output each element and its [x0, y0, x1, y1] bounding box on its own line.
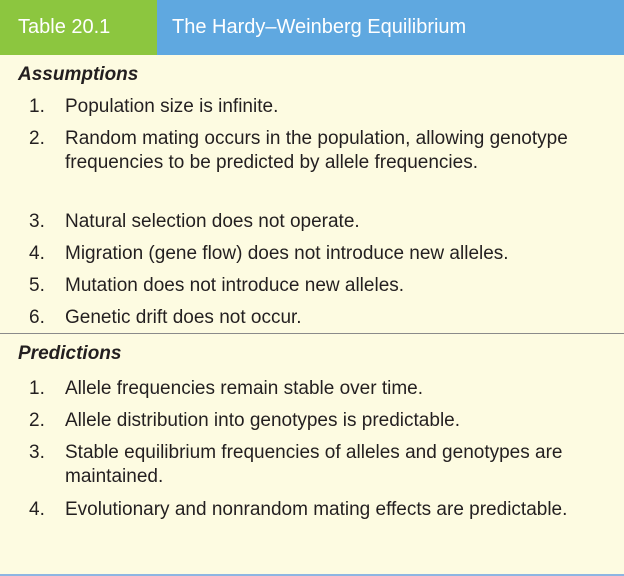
table-title: The Hardy–Weinberg Equilibrium — [157, 0, 624, 55]
item-text: Evolutionary and nonrandom mating effect… — [65, 499, 568, 520]
item-text: Allele frequencies remain stable over ti… — [65, 378, 424, 399]
item-text: Natural selection does not operate. — [65, 211, 360, 232]
item-text: Migration (gene flow) does not introduce… — [65, 243, 509, 264]
item-number: 4. — [29, 243, 45, 264]
item-number: 3. — [29, 211, 45, 232]
item-text: Mutation does not introduce new alleles. — [65, 275, 405, 296]
item-text: Genetic drift does not occur. — [65, 307, 302, 328]
item-number: 1. — [29, 378, 45, 399]
predictions-section: Predictions 1. Allele frequencies remain… — [0, 334, 624, 574]
item-text: Population size is infinite. — [65, 96, 279, 117]
table-number: Table 20.1 — [0, 0, 157, 55]
item-number: 5. — [29, 275, 45, 296]
item-number: 1. — [29, 96, 45, 117]
item-number: 2. — [29, 128, 45, 149]
item-text: Allele distribution into genotypes is pr… — [65, 410, 461, 431]
assumptions-heading: Assumptions — [18, 64, 139, 85]
section-divider — [0, 333, 624, 334]
item-text: Random mating occurs in the population, … — [65, 128, 568, 173]
assumptions-section: Assumptions 1. Population size is infini… — [0, 55, 624, 333]
item-number: 4. — [29, 499, 45, 520]
table-header: Table 20.1 The Hardy–Weinberg Equilibriu… — [0, 0, 624, 55]
predictions-heading: Predictions — [18, 343, 122, 364]
item-number: 6. — [29, 307, 45, 328]
item-number: 3. — [29, 442, 45, 463]
item-text: Stable equilibrium frequencies of allele… — [65, 442, 563, 487]
item-number: 2. — [29, 410, 45, 431]
